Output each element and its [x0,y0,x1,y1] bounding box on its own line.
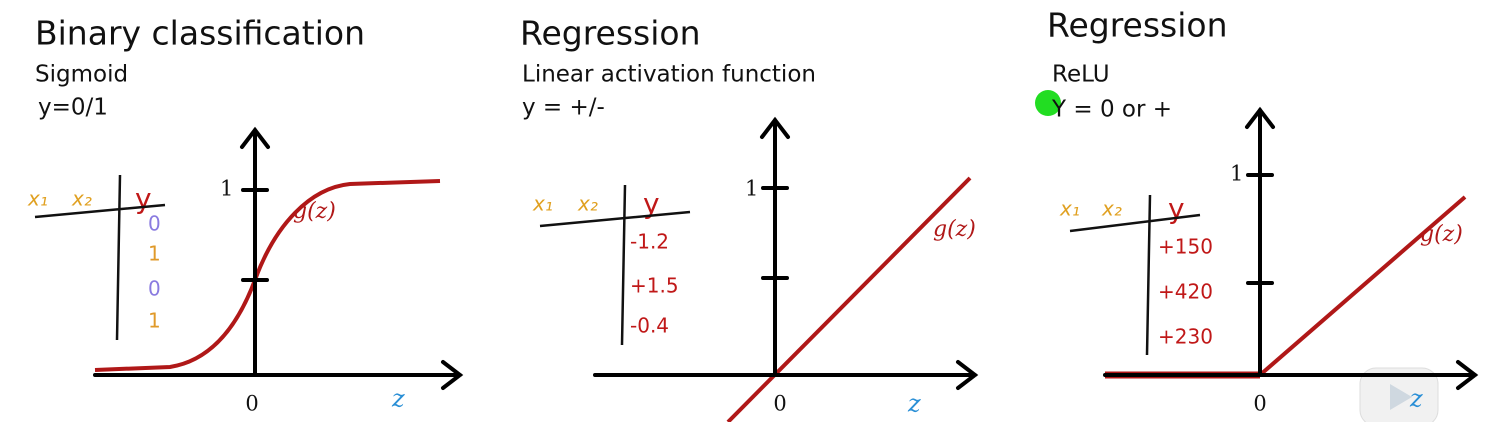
panel-title: Regression [1047,6,1228,45]
panel-rule: y = +/- [522,95,605,121]
panel-subtitle: Linear activation function [522,62,816,88]
table-header: x₁ [27,187,48,211]
table-header: x₂ [1101,197,1122,221]
panel-subtitle: Sigmoid [35,62,128,88]
y-axis [1245,106,1275,377]
table-header: x₁ [532,192,553,216]
table-value: 1 [148,309,161,333]
tick-marks [1246,173,1274,285]
panel-title: Binary classification [35,14,365,53]
curve-label: g(z) [933,217,976,242]
y-axis [760,116,790,377]
tick-one: 1 [220,177,233,201]
table-header: x₁ [1059,197,1080,221]
panel-subtitle: ReLU [1052,62,1110,88]
table-header: y [1168,192,1185,225]
play-badge [1359,367,1439,426]
panel-rule: y=0/1 [38,95,108,121]
table-rule [34,174,166,341]
x-axis [93,360,464,390]
table-value: +420 [1158,280,1213,304]
x-axis-label: z [1409,385,1423,413]
table-value: +230 [1158,325,1213,349]
tick-one: 1 [745,177,758,201]
table-header: x₂ [71,187,92,211]
tick-marks [761,186,789,280]
table-value: 0 [148,212,161,236]
panel-rule: Y = 0 or + [1051,97,1172,123]
relu-ramp [1258,195,1467,377]
panel-title: Regression [520,14,701,53]
table-value: +150 [1158,235,1213,259]
x-axis-label: z [391,385,405,413]
linear-curve [726,176,972,424]
table-value: +1.5 [630,274,679,298]
curve-label: g(z) [1420,222,1463,247]
tick-zero: 0 [1253,392,1266,416]
tick-zero: 0 [245,392,258,416]
table-header: y [643,187,660,220]
table-value: 1 [148,242,161,266]
y-axis [240,126,270,377]
table-rule [539,184,691,346]
tick-zero: 0 [773,392,786,416]
cursor-dot [1035,90,1061,116]
curve-label: g(z) [293,199,336,224]
table-header: y [135,182,152,215]
x-axis-label: z [907,390,921,418]
x-axis [593,360,979,390]
table-header: x₂ [577,192,598,216]
table-value: 0 [148,277,161,301]
table-rule [1069,194,1201,356]
x-axis [1103,360,1479,390]
table-value: -1.2 [630,230,669,254]
tick-marks [241,188,269,282]
table-value: -0.4 [630,314,669,338]
tick-one: 1 [1230,162,1243,186]
